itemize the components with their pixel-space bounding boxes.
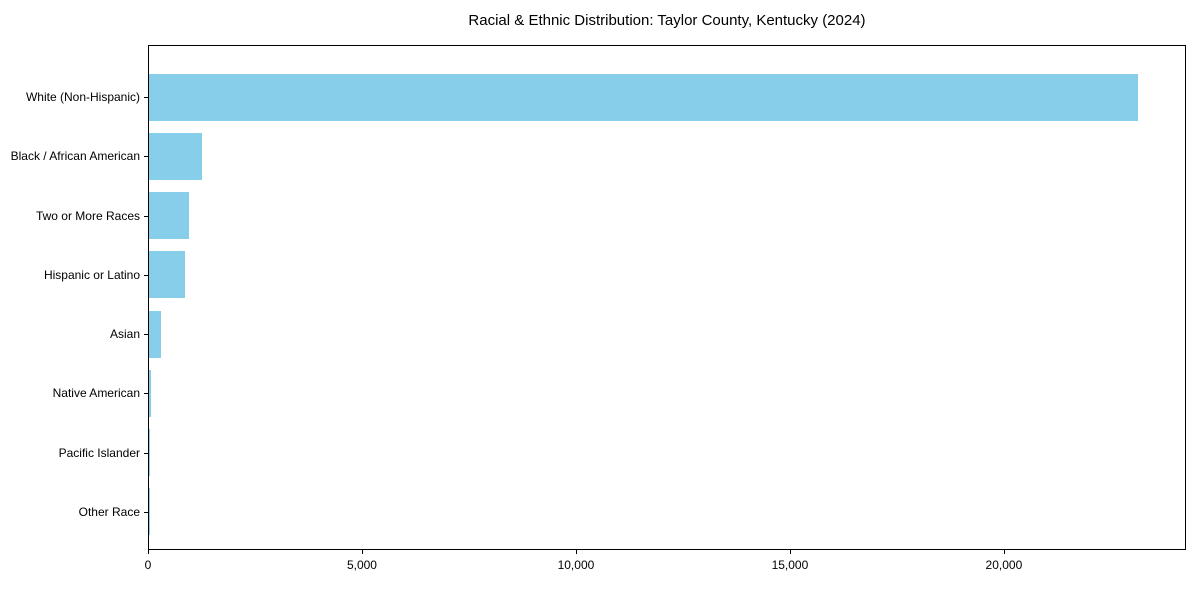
y-axis-tick	[144, 97, 148, 98]
x-axis-tick	[789, 550, 791, 554]
y-axis-tick-label: Native American	[52, 386, 140, 401]
x-axis-tick	[575, 550, 577, 554]
y-axis-tick-label: Black / African American	[10, 149, 140, 164]
plot-area	[148, 45, 1186, 550]
x-axis-tick-label: 20,000	[985, 558, 1023, 572]
x-axis-tick-label: 0	[144, 558, 152, 572]
x-axis-tick-label: 5,000	[346, 558, 377, 572]
y-axis-tick	[144, 511, 148, 513]
y-axis-tick	[144, 274, 148, 276]
chart-title: Racial & Ethnic Distribution: Taylor Cou…	[468, 12, 866, 29]
y-axis-tick-label: Asian	[109, 327, 140, 341]
y-axis-tick-label: Two or More Races	[35, 208, 140, 223]
bar	[149, 429, 150, 476]
x-axis-tick	[361, 550, 363, 554]
bar	[149, 310, 162, 358]
x-axis-tick	[1003, 550, 1005, 554]
y-axis-tick	[144, 452, 148, 454]
y-axis-tick	[144, 334, 148, 335]
y-axis-tick	[144, 156, 148, 158]
bar	[149, 251, 185, 299]
y-axis-tick	[144, 215, 148, 217]
y-axis-tick-label: Other Race	[78, 504, 140, 519]
bar	[149, 132, 202, 180]
bar	[149, 73, 1138, 121]
bar	[149, 369, 151, 417]
y-axis-tick-label: White (Non-Hispanic)	[25, 90, 140, 104]
bar	[149, 192, 190, 239]
x-axis-tick-label: 15,000	[771, 558, 809, 572]
y-axis-tick-label: Hispanic or Latino	[43, 267, 140, 282]
y-axis-tick	[144, 393, 148, 395]
x-axis-tick-label: 10,000	[557, 558, 595, 572]
y-axis-tick-label: Pacific Islander	[58, 445, 140, 460]
x-axis-tick	[148, 550, 149, 554]
